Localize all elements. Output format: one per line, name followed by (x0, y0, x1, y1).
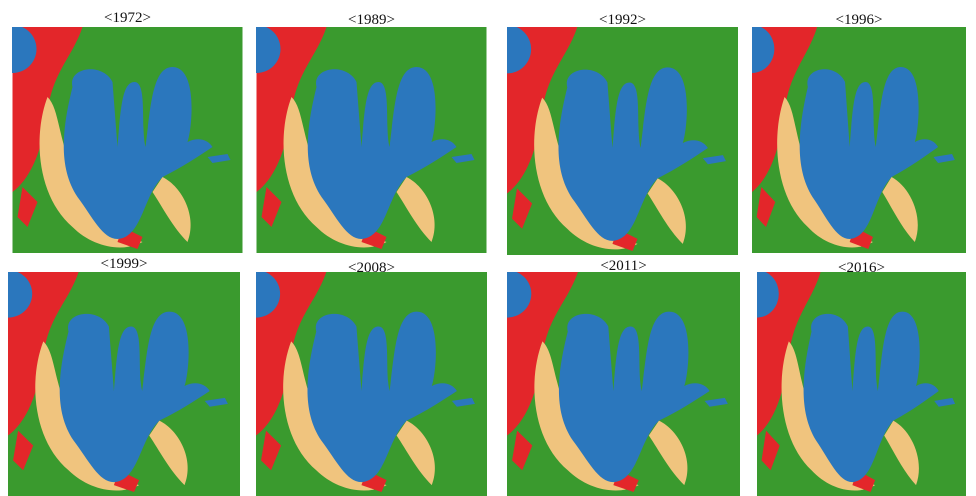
land-cover-map (12, 27, 243, 253)
map-panel: <2016> (757, 256, 966, 496)
year-label: <1999> (8, 256, 240, 272)
map-panel: <1992> (507, 10, 738, 256)
land-cover-map (507, 272, 740, 496)
year-label: <1989> (256, 12, 487, 28)
map-panel: <1989> (256, 10, 487, 254)
map-panel: <1972> (12, 10, 243, 254)
map-panel: <2008> (256, 256, 487, 496)
map-panel: <2011> (507, 256, 740, 496)
land-cover-map (507, 27, 738, 255)
figure: <1972> <1989> <1992> <1996> <1999> <2008… (0, 0, 976, 496)
map-panel: <1999> (8, 256, 240, 496)
land-cover-map (752, 27, 966, 253)
year-label: <1996> (752, 12, 966, 28)
year-label: <1972> (12, 10, 243, 26)
land-cover-map (256, 272, 487, 496)
land-cover-map (8, 272, 240, 496)
map-panel: <1996> (752, 10, 966, 254)
land-cover-map (256, 27, 487, 253)
land-cover-map (757, 272, 966, 496)
year-label: <1992> (507, 12, 738, 28)
